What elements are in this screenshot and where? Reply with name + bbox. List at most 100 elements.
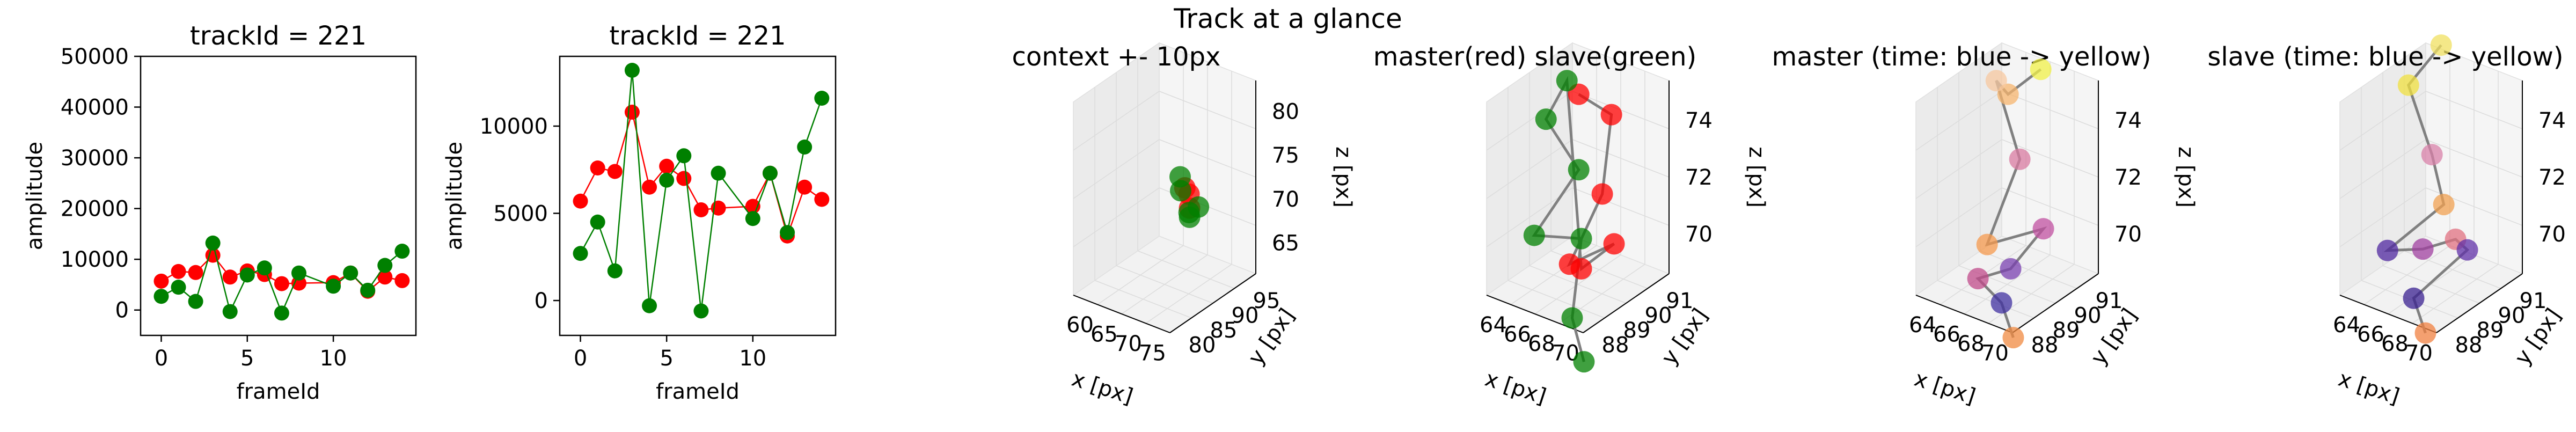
x-tick-label: 60 <box>1066 313 1094 338</box>
data-point <box>676 148 692 164</box>
z-tick-label: 74 <box>2114 108 2142 133</box>
series-line <box>580 70 823 311</box>
y-axis-line <box>2436 273 2523 333</box>
data-point <box>188 294 203 309</box>
y-axis-line <box>1169 273 1256 333</box>
y-tick-label: 91 <box>2096 289 2123 313</box>
gridline <box>2339 91 2426 151</box>
gridline <box>2425 91 2523 129</box>
x-axis-label: x [px] <box>1911 367 1978 409</box>
gridline <box>1486 91 1573 151</box>
data-point <box>2397 74 2419 96</box>
gridline <box>1145 263 1232 324</box>
z-tick-label: 72 <box>1685 165 1713 190</box>
y-tick-label: 90 <box>2074 303 2102 328</box>
data-point <box>2433 194 2455 216</box>
data-point <box>1188 196 1210 218</box>
chart-title: context +- 10px <box>1012 42 1221 72</box>
data-point <box>2403 287 2425 309</box>
data-point <box>2376 239 2398 261</box>
x-tick-label: 66 <box>1504 322 1531 347</box>
y-tick-label: 89 <box>1623 318 1651 343</box>
data-point <box>153 273 169 289</box>
data-point <box>1976 233 1998 255</box>
data-point <box>394 244 410 259</box>
y-tick-label: 90 <box>1645 303 1672 328</box>
gridline <box>1137 250 1235 289</box>
data-point <box>607 164 623 179</box>
data-point <box>693 202 709 217</box>
chart-title: slave (time: blue -> yellow) <box>2207 42 2563 72</box>
y-tick-label: 40000 <box>61 96 129 120</box>
data-point <box>153 289 169 304</box>
data-point <box>188 265 203 280</box>
x-tick-label: 66 <box>2357 322 2384 347</box>
x-tick-label: 70 <box>1115 332 1142 356</box>
data-point <box>642 179 657 195</box>
gridline <box>1116 265 1213 304</box>
line-chart-1: 0 5 10 0 10000 20000 30000 40000 50000 trackId = … <box>23 21 417 404</box>
line-chart-2: 0 5 10 0 5000 10000 trackId = 221 frameId amplit… <box>442 21 837 404</box>
y-tick-label: 5000 <box>493 202 548 226</box>
y-axis-line <box>2012 273 2099 333</box>
y-tick-label: 91 <box>2520 289 2547 313</box>
x-tick-label: 5 <box>660 346 673 371</box>
x-tick-label: 64 <box>1909 313 1936 338</box>
data-point <box>171 263 186 279</box>
y-tick-label: 90 <box>2498 303 2526 328</box>
data-point <box>676 171 692 186</box>
y-tick-label: 88 <box>2455 333 2483 357</box>
data-point <box>624 105 640 120</box>
data-point <box>1170 180 1191 202</box>
gridline <box>1073 91 1160 151</box>
data-point <box>711 165 726 181</box>
data-point <box>1967 268 1989 290</box>
x-axis-line <box>1073 295 1170 333</box>
data-point <box>1556 70 1578 92</box>
plot-frame <box>140 55 417 336</box>
z-tick-label: 74 <box>2538 108 2566 133</box>
x-tick-label: 10 <box>320 346 347 371</box>
y-tick-label: 89 <box>2053 318 2080 343</box>
series-red <box>573 105 830 244</box>
z-tick-label: 70 <box>2538 222 2566 247</box>
data-point <box>360 282 376 298</box>
x-tick-label: 65 <box>1091 322 1118 347</box>
data-point <box>274 305 289 321</box>
data-point <box>607 263 623 279</box>
data-point <box>693 303 709 319</box>
chart-title: trackId = 221 <box>609 21 786 51</box>
data-point <box>222 304 238 319</box>
data-point <box>642 298 657 313</box>
figure-title: Track at a glance <box>1173 3 1402 34</box>
y-tick-label: 20000 <box>61 197 129 222</box>
x-tick-label: 75 <box>1139 341 1166 365</box>
z-tick-label: 70 <box>1272 187 1299 212</box>
data-point <box>1990 292 2012 314</box>
z-tick-label: 72 <box>2538 165 2566 190</box>
data-point <box>257 260 272 276</box>
y-axis-label: amplitude <box>442 142 467 250</box>
x-axis-label: x [px] <box>1482 367 1549 409</box>
y-tick-label: 88 <box>2031 333 2059 357</box>
data-point <box>590 214 605 230</box>
data-point <box>1570 258 1592 280</box>
z-axis-label: z [px] <box>1744 147 1769 208</box>
x-tick-label: 64 <box>1480 313 1507 338</box>
data-point <box>797 140 813 155</box>
data-point <box>814 91 830 106</box>
y-tick-label: 10000 <box>480 114 548 139</box>
x-tick-label: 70 <box>1981 341 2009 365</box>
data-point <box>2456 239 2478 261</box>
data-point <box>1523 224 1545 246</box>
x-tick-label: 68 <box>1528 332 1555 356</box>
gridline <box>1159 91 1256 129</box>
chart-title: trackId = 221 <box>190 21 367 51</box>
x-tick-label: 5 <box>240 346 254 371</box>
data-point <box>797 179 813 195</box>
y-tick-label: 88 <box>1602 333 1629 357</box>
data-point <box>2000 258 2022 280</box>
